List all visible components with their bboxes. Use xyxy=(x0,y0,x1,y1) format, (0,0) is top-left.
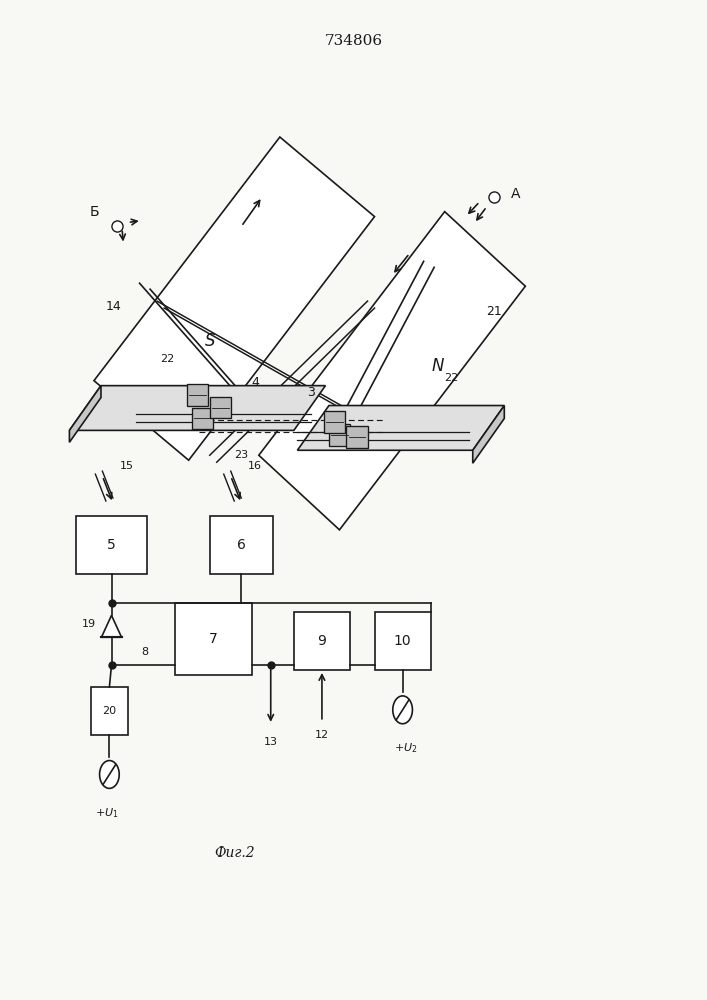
Text: 21: 21 xyxy=(486,305,502,318)
FancyBboxPatch shape xyxy=(76,516,146,574)
Text: 3: 3 xyxy=(308,386,315,399)
FancyBboxPatch shape xyxy=(294,612,350,670)
Text: 4: 4 xyxy=(252,376,259,389)
FancyBboxPatch shape xyxy=(324,411,345,433)
Text: 12: 12 xyxy=(315,730,329,740)
Text: 6: 6 xyxy=(237,538,246,552)
Text: N: N xyxy=(431,357,444,375)
Text: 22: 22 xyxy=(160,354,175,364)
Text: 734806: 734806 xyxy=(325,34,382,48)
Polygon shape xyxy=(69,386,101,442)
FancyBboxPatch shape xyxy=(175,603,252,675)
FancyBboxPatch shape xyxy=(210,516,273,574)
Text: 23: 23 xyxy=(234,450,248,460)
Polygon shape xyxy=(102,615,122,637)
Text: 20: 20 xyxy=(103,706,117,716)
Polygon shape xyxy=(259,212,525,530)
Polygon shape xyxy=(473,406,504,463)
Polygon shape xyxy=(94,137,375,460)
Text: Б: Б xyxy=(90,205,100,219)
Text: 14: 14 xyxy=(106,300,122,313)
FancyBboxPatch shape xyxy=(329,424,350,446)
Text: 7: 7 xyxy=(209,632,218,646)
Text: A: A xyxy=(511,187,521,201)
Polygon shape xyxy=(298,406,504,450)
Text: 16: 16 xyxy=(248,461,262,471)
FancyBboxPatch shape xyxy=(192,408,214,429)
FancyBboxPatch shape xyxy=(375,612,431,670)
Text: $+U_1$: $+U_1$ xyxy=(95,806,119,820)
Text: 8: 8 xyxy=(141,647,148,657)
FancyBboxPatch shape xyxy=(91,687,128,735)
FancyBboxPatch shape xyxy=(187,384,209,406)
Text: 5: 5 xyxy=(107,538,116,552)
FancyBboxPatch shape xyxy=(210,397,230,418)
Text: 13: 13 xyxy=(264,737,278,747)
Text: $+U_2$: $+U_2$ xyxy=(395,742,418,755)
FancyBboxPatch shape xyxy=(346,426,368,448)
Text: 15: 15 xyxy=(120,461,134,471)
Text: Фиг.2: Фиг.2 xyxy=(214,846,255,860)
Circle shape xyxy=(393,696,412,724)
Polygon shape xyxy=(69,386,325,430)
Text: 22: 22 xyxy=(445,373,459,383)
Text: S: S xyxy=(204,332,215,350)
Text: 19: 19 xyxy=(82,619,96,629)
Circle shape xyxy=(100,761,119,788)
Text: 9: 9 xyxy=(317,634,327,648)
Text: 10: 10 xyxy=(394,634,411,648)
